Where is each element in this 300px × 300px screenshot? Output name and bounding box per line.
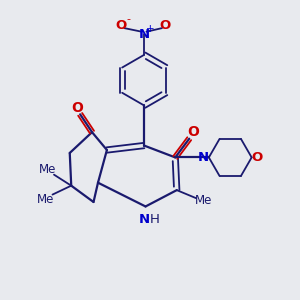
Text: O: O xyxy=(115,19,127,32)
Text: N: N xyxy=(139,28,150,40)
Text: O: O xyxy=(187,125,199,139)
Text: +: + xyxy=(146,24,155,34)
Text: Me: Me xyxy=(39,163,56,176)
Text: O: O xyxy=(251,151,262,164)
Text: N: N xyxy=(139,213,150,226)
Text: Me: Me xyxy=(37,193,55,206)
Text: -: - xyxy=(126,14,130,24)
Text: O: O xyxy=(160,19,171,32)
Text: H: H xyxy=(149,213,159,226)
Text: N: N xyxy=(198,151,209,164)
Text: Me: Me xyxy=(195,194,212,207)
Text: O: O xyxy=(71,101,83,116)
